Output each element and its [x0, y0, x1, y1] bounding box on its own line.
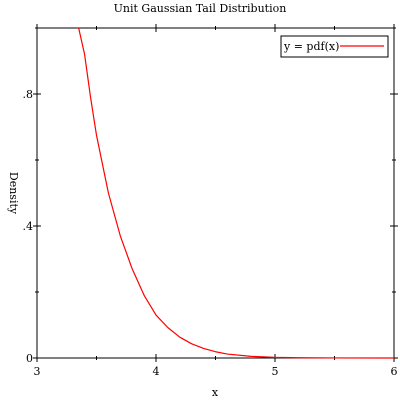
- x-tick-label: 3: [34, 365, 41, 378]
- chart-title: Unit Gaussian Tail Distribution: [114, 2, 287, 15]
- legend-box: [280, 35, 389, 58]
- legend: y = pdf(x): [280, 35, 389, 58]
- legend-label: y = pdf(x): [283, 40, 339, 53]
- y-axis-label: Density: [7, 172, 20, 215]
- plot-frame: [36, 27, 395, 359]
- y-tick-label: .8: [23, 88, 34, 101]
- x-tick-label: 6: [391, 365, 398, 378]
- y-tick-label: 0: [26, 352, 33, 365]
- x-tick-label: 4: [153, 365, 160, 378]
- y-tick-label: .4: [23, 220, 34, 233]
- series-layer: [78, 27, 395, 359]
- x-axis-label: x: [212, 386, 219, 399]
- series-line: [78, 27, 395, 359]
- x-tick-label: 5: [272, 365, 279, 378]
- ticks-layer: 3 4 5 6 0 .4 .8: [23, 24, 398, 378]
